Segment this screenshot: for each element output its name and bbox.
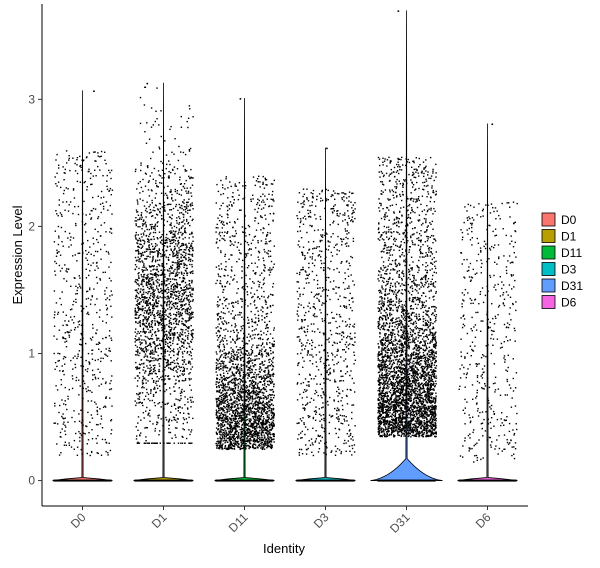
- zero-points-D31: [377, 479, 436, 482]
- points-D6: [458, 123, 518, 463]
- max-point-D31: [397, 10, 400, 12]
- x-tick-label-D6: D6: [473, 510, 494, 531]
- y-tick-label: 0: [28, 474, 35, 488]
- legend-label-D1: D1: [561, 230, 577, 244]
- legend-swatch-D3: [541, 262, 556, 276]
- x-tick-label-D1: D1: [149, 510, 170, 531]
- x-tick-label-D31: D31: [387, 510, 413, 536]
- legend-label-D11: D11: [561, 246, 582, 260]
- legend: D0 D1 D11 D3 D31 D6: [541, 212, 583, 310]
- x-tick-label-D3: D3: [311, 510, 332, 531]
- max-point-D0: [93, 90, 95, 93]
- legend-label-D6: D6: [561, 296, 577, 310]
- max-point-D6: [491, 123, 494, 126]
- x-tick-label-D11: D11: [226, 510, 251, 535]
- y-tick-label: 2: [28, 219, 35, 233]
- legend-label-D0: D0: [561, 213, 577, 227]
- points-D1: [134, 82, 194, 444]
- violin-D6: [457, 123, 518, 481]
- points-D0: [53, 90, 114, 457]
- y-tick-label: 1: [28, 346, 35, 360]
- legend-label-D31: D31: [561, 279, 583, 293]
- points-D31: [377, 10, 438, 438]
- y-tick-label: 3: [28, 92, 35, 106]
- zero-points-D11: [215, 479, 274, 482]
- zero-points-D3: [296, 479, 355, 482]
- legend-swatch-D11: [541, 245, 556, 260]
- zero-points-D0: [53, 479, 112, 482]
- jitter-points-layer: [53, 10, 518, 482]
- legend-swatch-D1: [541, 229, 556, 243]
- max-point-D11: [239, 98, 242, 100]
- points-D11: [215, 98, 275, 451]
- x-axis-title: Identity: [263, 541, 305, 556]
- max-point-D3: [326, 147, 328, 150]
- legend-swatch-D0: [541, 212, 556, 227]
- violin-layer: [52, 10, 518, 481]
- legend-label-D3: D3: [561, 263, 577, 277]
- points-D3: [296, 147, 356, 457]
- legend-swatch-D6: [541, 295, 556, 309]
- zero-points-D6: [458, 479, 517, 482]
- legend-swatch-D31: [541, 278, 556, 293]
- max-point-D1: [146, 82, 149, 85]
- zero-points-D1: [134, 479, 193, 482]
- x-tick-label-D0: D0: [68, 510, 89, 531]
- axes-layer: 0 1 2 3 D0 D1 D11 D3 D31 D6: [28, 4, 528, 536]
- y-axis-title: Expression Level: [10, 205, 25, 304]
- violin-D0: [52, 90, 113, 481]
